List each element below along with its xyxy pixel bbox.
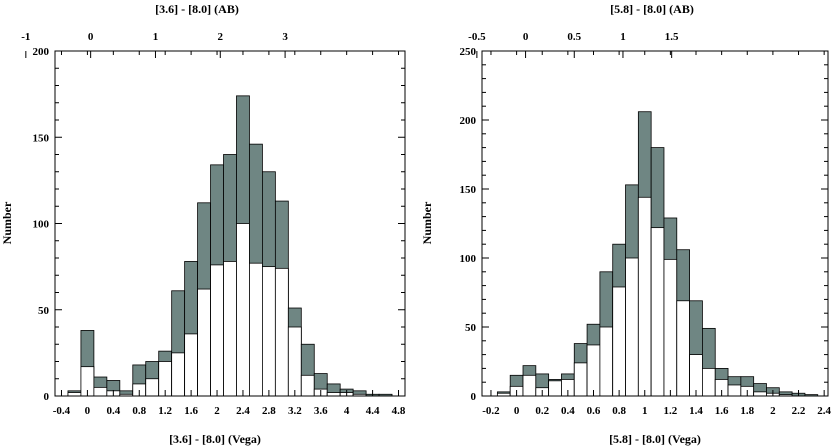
right-inner-bar	[727, 384, 742, 397]
left-inner-bar	[274, 267, 289, 397]
left-x-tick-label: 1.2	[158, 405, 172, 417]
left-inner-bar	[197, 288, 211, 397]
right-x-tick-label: 0.4	[561, 405, 575, 417]
left-top-tick-label: 2	[218, 31, 224, 43]
right-inner-bar	[676, 300, 690, 397]
left-inner-bar	[287, 326, 302, 397]
right-bottom-axis-label: [5.8] - [8.0] (Vega)	[609, 432, 701, 446]
right-top-tick-label: 1	[620, 31, 626, 43]
left-x-tick-label: -0.4	[53, 405, 71, 417]
left-top-tick-label: -1	[21, 31, 30, 43]
left-x-tick-label: 4	[344, 405, 350, 417]
right-inner-bar	[637, 196, 652, 397]
right-x-tick-label: 1.6	[715, 405, 729, 417]
left-tick-labels: -0.400.40.81.21.622.42.83.23.644.44.8-2-…	[21, 31, 406, 417]
left-inner-bar	[249, 262, 263, 397]
right-y-tick-label: 150	[460, 184, 477, 196]
right-inner-bar	[689, 354, 703, 397]
right-x-tick-label: 2	[770, 405, 776, 417]
right-inner-bar	[753, 391, 767, 397]
right-x-tick-label: 2.2	[792, 405, 806, 417]
right-top-tick-label: -0.5	[468, 31, 486, 43]
right-inner-bar	[573, 362, 588, 397]
left-inner-bar	[171, 352, 186, 397]
right-inner-bar	[625, 257, 639, 397]
right-y-tick-label: 0	[471, 391, 477, 403]
left-inner-bar	[184, 333, 198, 397]
right-x-tick-label: -0.2	[482, 405, 500, 417]
left-y-tick-label: 0	[44, 391, 50, 403]
right-histogram: [5.8] - [8.0] (AB) [5.8] - [8.0] (Vega) …	[420, 2, 831, 446]
right-tick-labels: -0.2 0 0.2 0.4 0.6 0.8 1 1.2 1.4 1.6 1.8 2 2.2 2.4 -0.…	[460, 31, 831, 417]
left-x-tick-label: 2.4	[236, 405, 250, 417]
right-plot-frame	[481, 50, 829, 397]
right-inner-bar	[586, 344, 601, 397]
right-x-tick-label: 1.4	[689, 405, 703, 417]
left-x-tick-label: 4.8	[392, 405, 406, 417]
right-x-tick-label: 1	[642, 405, 648, 417]
right-inner-bar	[548, 380, 562, 397]
right-x-tick-label: 0.2	[535, 405, 549, 417]
right-inner-bar	[663, 258, 678, 397]
left-inner-bar	[262, 266, 276, 397]
right-y-tick-label: 50	[465, 322, 477, 334]
left-inner-bar	[210, 264, 224, 397]
left-top-tick-label: 0	[88, 31, 94, 43]
left-bottom-axis-label: [3.6] - [8.0] (Vega)	[169, 432, 261, 446]
right-inner-bar	[650, 227, 665, 397]
left-inner-bar	[145, 378, 160, 397]
left-inner-bar	[223, 261, 237, 397]
right-inner-bar	[522, 374, 537, 397]
right-x-tick-label: 0	[514, 405, 520, 417]
right-y-tick-label: 100	[460, 253, 477, 265]
left-x-tick-label: 3.6	[314, 405, 328, 417]
left-top-tick-label: 3	[282, 31, 288, 43]
left-inner-bar	[300, 374, 315, 397]
left-y-tick-label: 200	[33, 46, 50, 58]
right-inner-bar	[612, 286, 626, 397]
right-top-tick-label: 0.5	[567, 31, 581, 43]
left-y-tick-label: 150	[33, 132, 50, 144]
left-top-tick-label: 1	[153, 31, 159, 43]
right-inner-bar	[599, 326, 614, 397]
left-plot-frame	[54, 50, 406, 397]
right-y-tick-label: 200	[460, 115, 477, 127]
right-top-tick-label: 1.5	[665, 31, 679, 43]
left-y-tick-label: 100	[33, 219, 50, 231]
left-y-axis-label: Number	[0, 201, 14, 244]
right-inner-bar	[702, 367, 716, 397]
left-x-tick-label: 0.4	[106, 405, 120, 417]
left-x-tick-label: 3.2	[288, 405, 302, 417]
left-x-tick-label: 2	[214, 405, 220, 417]
right-top-tick-label: 0	[523, 31, 529, 43]
left-x-tick-label: 0.8	[132, 405, 146, 417]
left-x-tick-label: 4.4	[366, 405, 380, 417]
left-inner-bar	[236, 223, 250, 397]
left-y-tick-label: 50	[38, 305, 50, 317]
right-y-tick-label: 250	[460, 46, 477, 58]
left-x-tick-label: 0	[85, 405, 91, 417]
right-y-axis-label: Number	[420, 201, 434, 244]
left-inner-bar	[326, 392, 341, 397]
right-x-tick-label: 0.6	[587, 405, 601, 417]
left-x-tick-label: 1.6	[184, 405, 198, 417]
left-inner-bar	[93, 386, 108, 397]
left-inner-bar	[67, 392, 82, 397]
left-bars	[67, 95, 393, 397]
right-top-axis-label: [5.8] - [8.0] (AB)	[610, 2, 694, 16]
right-x-tick-label: 1.2	[664, 405, 678, 417]
left-top-axis-label: [3.6] - [8.0] (AB)	[155, 2, 239, 16]
right-bars	[496, 111, 819, 397]
left-x-tick-label: 2.8	[262, 405, 276, 417]
left-histogram: [3.6] - [8.0] (AB) [3.6] - [8.0] (Vega) …	[0, 2, 406, 446]
right-x-tick-label: 0.8	[612, 405, 626, 417]
right-x-tick-label: 2.4	[817, 405, 831, 417]
right-x-tick-label: 1.8	[740, 405, 754, 417]
